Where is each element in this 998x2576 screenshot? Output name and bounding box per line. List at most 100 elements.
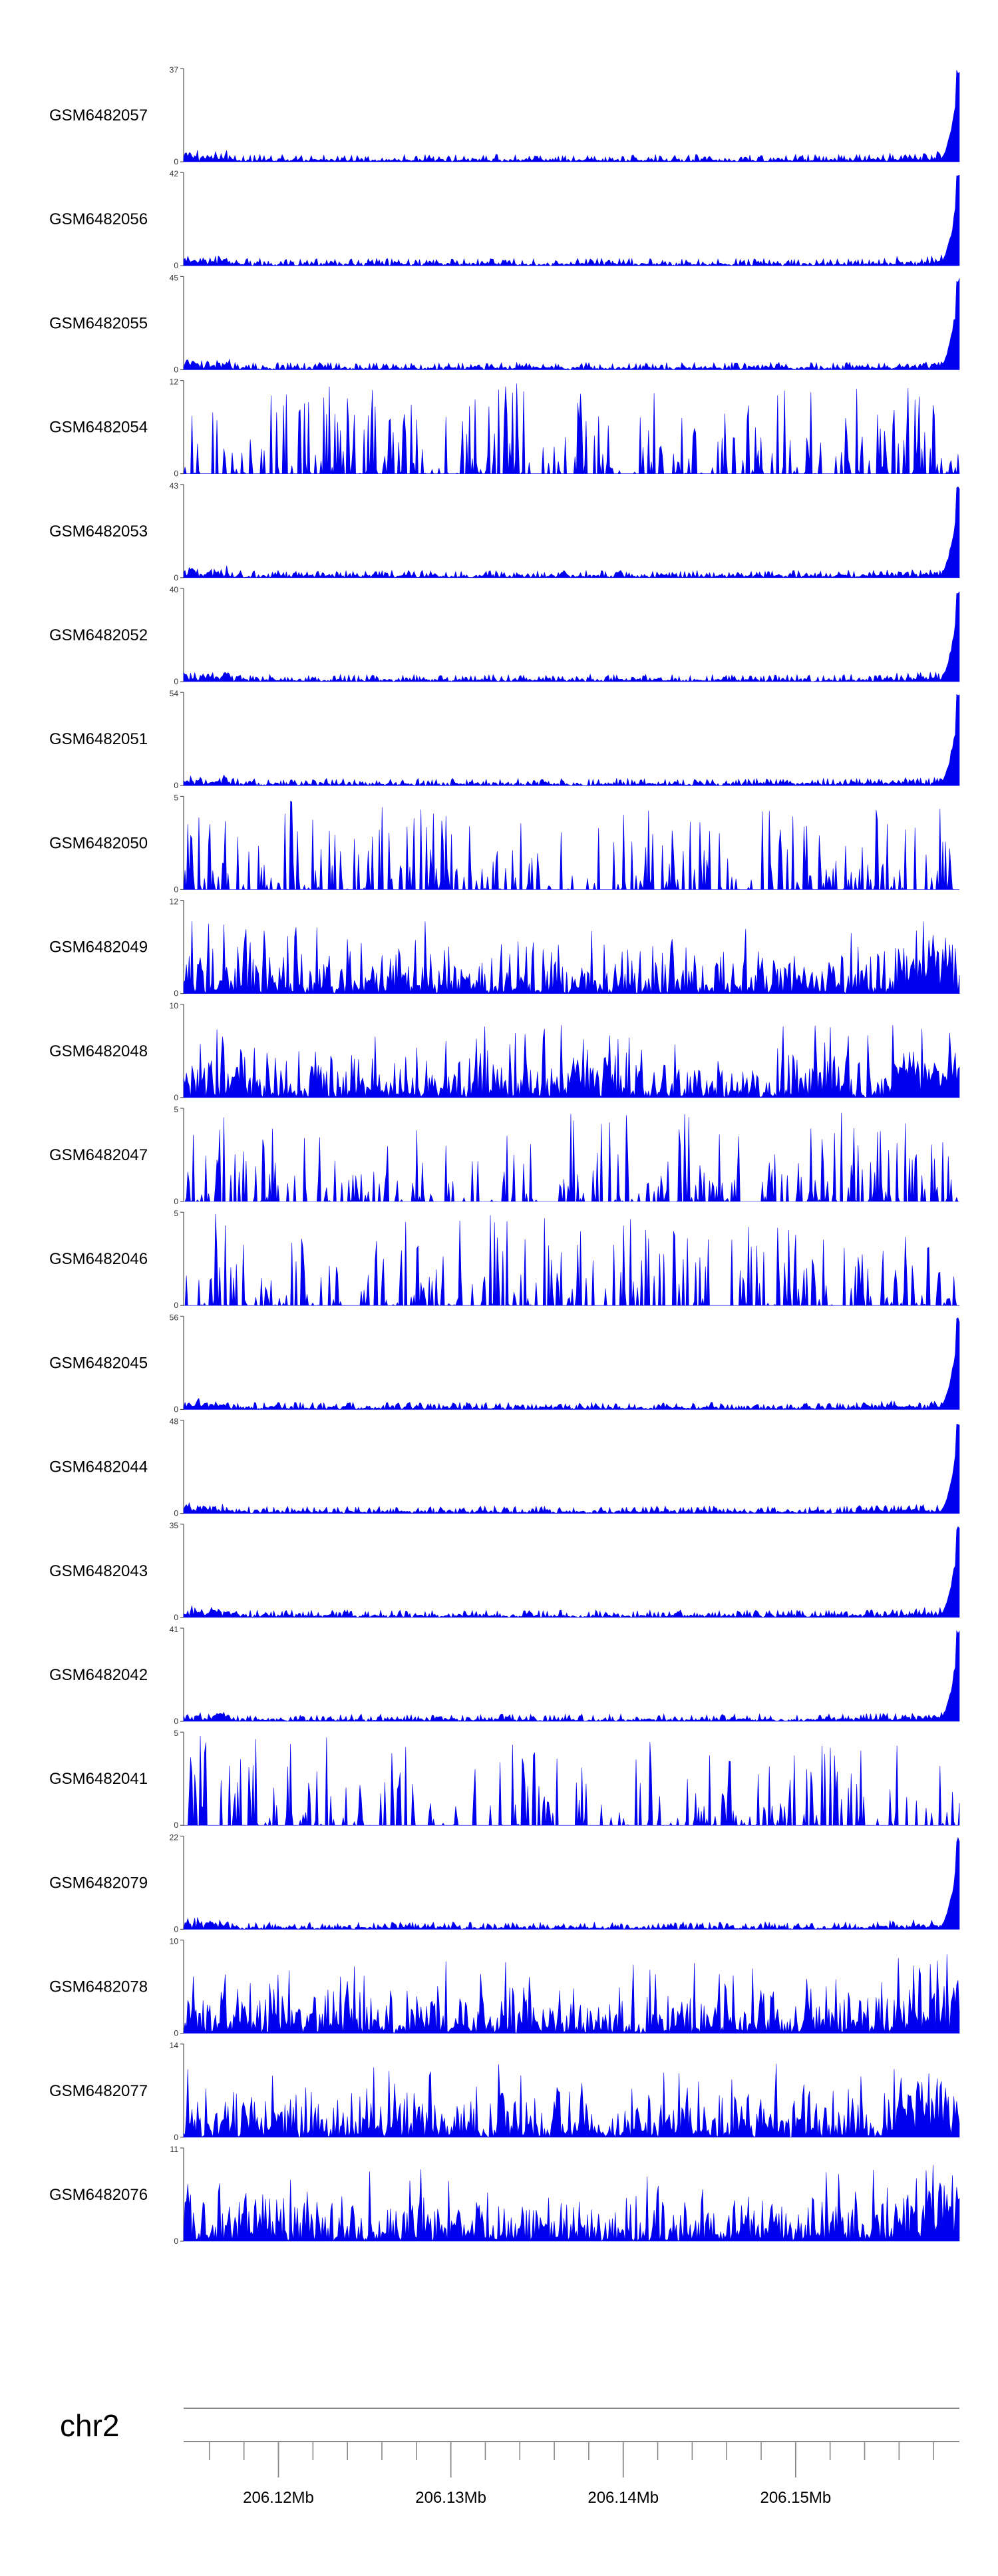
y-max-label: 11 [170,2145,179,2154]
track-label: GSM6482053 [49,523,148,540]
track-label: GSM6482051 [49,730,148,748]
coverage-area [184,1112,959,1203]
y-max-label: 5 [174,793,178,802]
y-max-label: 22 [170,1832,179,1842]
y-min-label: 0 [174,365,178,374]
track-label: GSM6482044 [49,1458,148,1476]
track-gsm6482053: GSM6482053 43 0 [49,481,960,582]
coverage-area [183,800,959,891]
coverage-area [183,70,960,162]
coverage-area [183,383,960,475]
coverage-area [183,1836,960,1930]
coverage-area [183,1629,960,1722]
track-label: GSM6482079 [49,1874,148,1892]
major-tick-label: 206.12Mb [243,2489,314,2507]
track-label: GSM6482045 [49,1354,148,1372]
track-gsm6482043: GSM6482043 35 0 [49,1521,960,1622]
y-min-label: 0 [174,469,178,479]
track-gsm6482049: GSM6482049 12 0 [49,897,960,998]
track-gsm6482044: GSM6482044 48 0 [49,1417,960,1518]
y-min-label: 0 [174,573,178,582]
y-max-label: 42 [170,169,179,178]
y-min-label: 0 [174,1509,178,1518]
y-max-label: 5 [174,1105,178,1114]
track-label: GSM6482077 [49,2082,148,2100]
y-max-label: 41 [170,1625,179,1634]
track-gsm6482078: GSM6482078 10 0 [49,1937,960,2038]
track-label: GSM6482047 [49,1146,148,1164]
track-label: GSM6482076 [49,2186,148,2204]
y-max-label: 5 [174,1209,178,1218]
y-min-label: 0 [174,1924,178,1934]
track-gsm6482051: GSM6482051 54 0 [49,689,960,790]
track-gsm6482077: GSM6482077 14 0 [49,2041,960,2142]
coverage-area [183,1025,960,1098]
y-min-label: 0 [174,989,178,998]
track-label: GSM6482055 [49,314,148,332]
track-label: GSM6482052 [49,626,148,644]
track-label: GSM6482049 [49,939,148,957]
y-max-label: 14 [170,2041,179,2050]
track-label: GSM6482042 [49,1666,148,1684]
y-max-label: 10 [170,1001,179,1010]
track-gsm6482047: GSM6482047 5 0 [49,1105,959,1206]
y-min-label: 0 [174,157,178,166]
track-label: GSM6482054 [49,419,148,437]
track-label: GSM6482043 [49,1562,148,1580]
y-min-label: 0 [174,1404,178,1414]
coverage-area [183,1526,960,1618]
y-min-label: 0 [174,1301,178,1310]
y-min-label: 0 [174,1821,178,1830]
coverage-area [184,1735,960,1826]
track-gsm6482054: GSM6482054 12 0 [49,377,960,479]
y-min-label: 0 [174,1093,178,1102]
track-gsm6482041: GSM6482041 5 0 [49,1729,960,1830]
track-label: GSM6482056 [49,210,148,228]
y-max-label: 12 [170,377,179,387]
y-max-label: 35 [170,1521,179,1530]
coverage-area [183,2063,960,2138]
y-max-label: 48 [170,1417,179,1426]
y-min-label: 0 [174,2237,178,2246]
major-tick-label: 206.15Mb [760,2489,831,2507]
track-label: GSM6482078 [49,1978,148,1996]
track-gsm6482055: GSM6482055 45 0 [49,273,960,374]
y-min-label: 0 [174,261,178,270]
chromosome-label: chr2 [60,2408,119,2443]
y-max-label: 56 [170,1313,179,1322]
coverage-area [183,694,960,787]
track-gsm6482057: GSM6482057 37 0 [49,65,960,166]
y-max-label: 45 [170,273,179,282]
y-min-label: 0 [174,781,178,790]
coverage-area [184,1213,959,1307]
y-min-label: 0 [174,2029,178,2038]
major-tick-label: 206.13Mb [415,2489,486,2507]
coverage-area [183,486,960,578]
track-label: GSM6482046 [49,1250,148,1268]
y-max-label: 43 [170,481,179,491]
track-label: GSM6482048 [49,1042,148,1060]
track-label: GSM6482041 [49,1770,148,1788]
coverage-tracks: GSM6482057370GSM6482056420GSM6482055450G… [49,65,960,2246]
y-max-label: 10 [170,1937,179,1946]
y-max-label: 40 [170,585,179,594]
track-gsm6482079: GSM6482079 22 0 [49,1832,960,1934]
coverage-area [183,591,960,682]
y-max-label: 12 [170,897,179,907]
coverage-area [183,1317,960,1410]
coverage-area [183,278,960,371]
track-gsm6482052: GSM6482052 40 0 [49,585,960,686]
y-min-label: 0 [174,677,178,686]
track-label: GSM6482057 [49,107,148,124]
y-min-label: 0 [174,1717,178,1726]
y-min-label: 0 [174,2133,178,2142]
track-gsm6482050: GSM6482050 5 0 [49,793,959,894]
coverage-area [183,1424,960,1514]
y-max-label: 37 [170,65,179,75]
coverage-area [183,2165,960,2242]
track-gsm6482048: GSM6482048 10 0 [49,1001,960,1102]
y-max-label: 54 [170,689,179,698]
y-min-label: 0 [174,1197,178,1206]
track-gsm6482045: GSM6482045 56 0 [49,1313,960,1414]
